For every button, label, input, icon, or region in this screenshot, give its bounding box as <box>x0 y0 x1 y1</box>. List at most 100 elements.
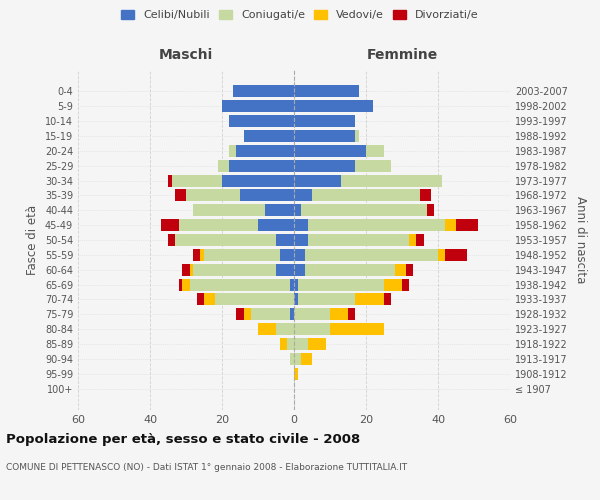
Bar <box>229 160 294 172</box>
Text: Femmine: Femmine <box>367 48 437 62</box>
Bar <box>445 219 456 231</box>
Bar <box>204 249 280 261</box>
Bar <box>294 278 298 290</box>
Bar <box>294 86 359 98</box>
Bar <box>200 249 204 261</box>
Bar <box>190 264 193 276</box>
Bar <box>355 130 359 142</box>
Bar <box>175 190 186 202</box>
Bar <box>276 234 294 246</box>
Bar <box>193 249 200 261</box>
Bar <box>305 249 438 261</box>
Bar <box>301 204 427 216</box>
Bar <box>409 234 416 246</box>
Bar <box>312 190 420 202</box>
Bar <box>222 100 294 112</box>
Bar <box>294 190 312 202</box>
Text: Popolazione per età, sesso e stato civile - 2008: Popolazione per età, sesso e stato civil… <box>6 432 360 446</box>
Bar <box>294 338 308 350</box>
Text: COMUNE DI PETTENASCO (NO) - Dati ISTAT 1° gennaio 2008 - Elaborazione TUTTITALIA: COMUNE DI PETTENASCO (NO) - Dati ISTAT 1… <box>6 462 407 471</box>
Bar <box>186 190 240 202</box>
Y-axis label: Fasce di età: Fasce di età <box>26 205 39 275</box>
Bar <box>301 353 312 365</box>
Bar <box>330 308 348 320</box>
Bar <box>280 338 287 350</box>
Bar <box>290 278 294 290</box>
Bar <box>229 145 236 157</box>
Bar <box>276 264 294 276</box>
Bar <box>294 308 330 320</box>
Bar <box>294 130 355 142</box>
Bar <box>294 323 330 335</box>
Bar <box>456 219 478 231</box>
Bar <box>294 249 305 261</box>
Bar <box>366 145 384 157</box>
Bar <box>355 294 384 306</box>
Bar <box>244 130 294 142</box>
Bar <box>341 174 442 186</box>
Bar <box>290 308 294 320</box>
Bar <box>298 278 384 290</box>
Bar <box>294 264 305 276</box>
Bar <box>258 219 294 231</box>
Bar <box>251 308 290 320</box>
Bar <box>290 353 294 365</box>
Bar <box>218 160 229 172</box>
Bar <box>294 160 355 172</box>
Bar <box>294 145 366 157</box>
Bar <box>294 174 341 186</box>
Bar <box>294 204 301 216</box>
Bar <box>179 219 258 231</box>
Bar <box>168 174 172 186</box>
Bar <box>294 219 308 231</box>
Bar <box>233 86 294 98</box>
Bar <box>265 204 294 216</box>
Bar <box>355 160 391 172</box>
Bar <box>348 308 355 320</box>
Bar <box>395 264 406 276</box>
Bar <box>161 219 179 231</box>
Bar <box>402 278 409 290</box>
Bar <box>280 249 294 261</box>
Bar <box>294 353 301 365</box>
Bar <box>276 323 294 335</box>
Bar <box>197 294 204 306</box>
Text: Maschi: Maschi <box>159 48 213 62</box>
Bar <box>294 234 308 246</box>
Bar <box>193 264 276 276</box>
Bar <box>438 249 445 261</box>
Bar <box>287 338 294 350</box>
Bar <box>222 174 294 186</box>
Bar <box>190 278 290 290</box>
Bar <box>215 294 294 306</box>
Bar <box>416 234 424 246</box>
Bar <box>427 204 434 216</box>
Bar <box>240 190 294 202</box>
Bar <box>294 294 298 306</box>
Bar <box>308 234 409 246</box>
Bar <box>244 308 251 320</box>
Bar <box>305 264 395 276</box>
Bar <box>308 219 445 231</box>
Bar <box>294 100 373 112</box>
Bar <box>193 204 265 216</box>
Bar <box>294 115 355 127</box>
Legend: Celibi/Nubili, Coniugati/e, Vedovi/e, Divorziati/e: Celibi/Nubili, Coniugati/e, Vedovi/e, Di… <box>117 6 483 25</box>
Bar <box>236 145 294 157</box>
Bar <box>168 234 175 246</box>
Bar <box>204 294 215 306</box>
Bar <box>406 264 413 276</box>
Bar <box>258 323 276 335</box>
Bar <box>384 294 391 306</box>
Bar <box>420 190 431 202</box>
Bar <box>330 323 384 335</box>
Bar <box>175 234 276 246</box>
Bar <box>182 278 190 290</box>
Bar <box>445 249 467 261</box>
Y-axis label: Anni di nascita: Anni di nascita <box>574 196 587 284</box>
Bar <box>298 294 355 306</box>
Bar <box>384 278 402 290</box>
Bar <box>182 264 190 276</box>
Bar <box>179 278 182 290</box>
Bar <box>236 308 244 320</box>
